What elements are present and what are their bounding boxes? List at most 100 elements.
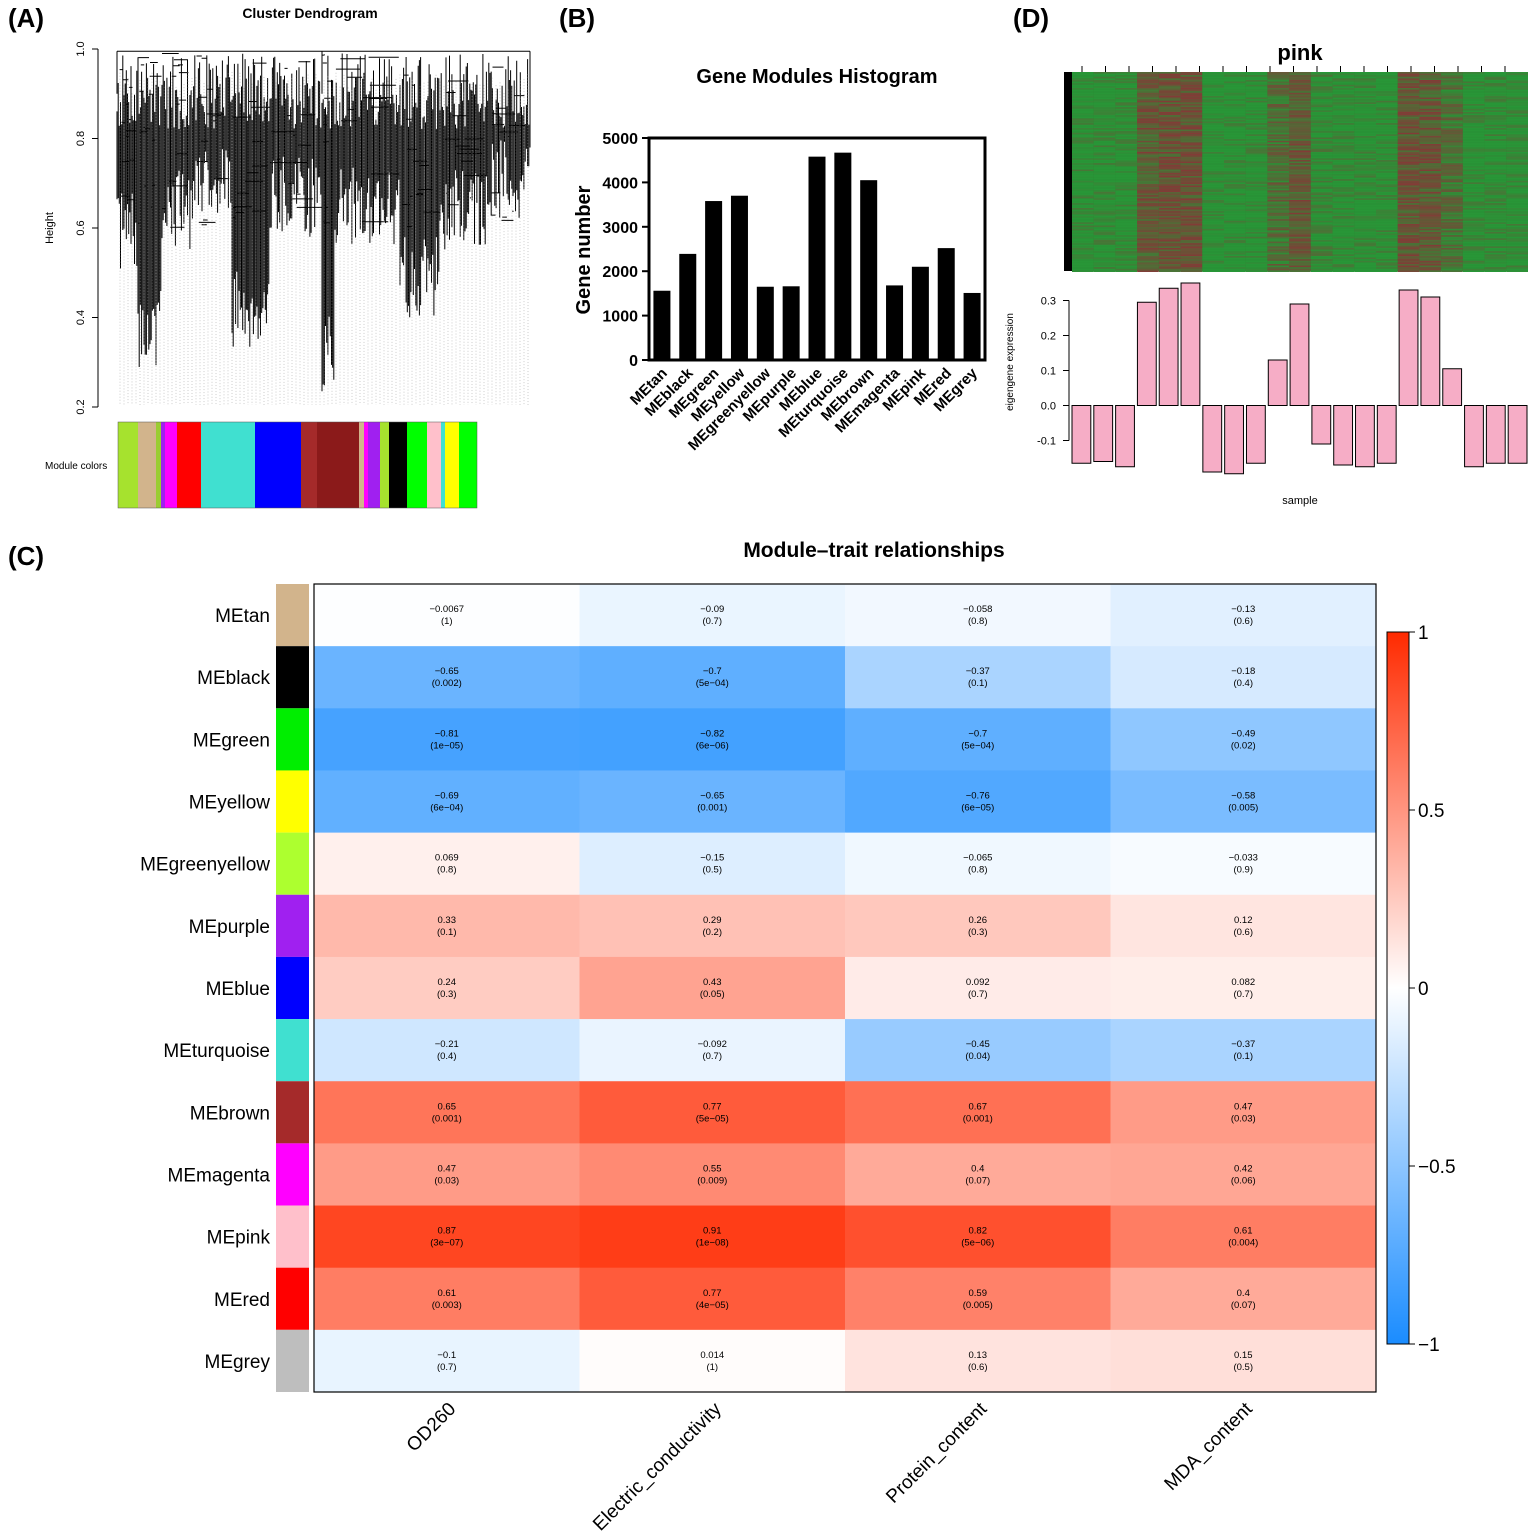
- module-color-segment: [445, 422, 459, 508]
- heatmap-cell-correlation: 0.082: [1231, 977, 1255, 988]
- histogram-bar: [679, 253, 697, 360]
- heatmap-cell: [579, 894, 846, 958]
- trait-column-label: OD260: [403, 1399, 460, 1456]
- heatmap-cell-pvalue: (0.03): [1231, 1113, 1256, 1124]
- heatmap-cell: [314, 708, 580, 771]
- heatmap-cell-correlation: −0.65: [700, 791, 724, 802]
- heatmap-cell-correlation: −0.1: [437, 1350, 456, 1361]
- heatmap-cell: [1110, 1019, 1377, 1082]
- heatmap-cell-pvalue: (0.009): [697, 1175, 727, 1186]
- heatmap-cell-correlation: 0.014: [700, 1350, 724, 1361]
- heatmap-cell-correlation: 0.59: [969, 1288, 988, 1299]
- histogram-bar: [756, 286, 774, 360]
- heatmap-cell: [314, 894, 580, 958]
- legend-colorbar: [1386, 631, 1410, 1345]
- module-color-swatch: [276, 832, 309, 895]
- heatmap-cell: [1110, 956, 1377, 1020]
- heatmap-cell-correlation: 0.77: [703, 1288, 722, 1299]
- heatmap-cell-correlation: −0.37: [1231, 1039, 1255, 1050]
- module-color-swatch: [276, 1329, 309, 1392]
- eigengene-bar: [1355, 405, 1375, 468]
- module-row-label: MEbrown: [190, 1103, 270, 1124]
- heatmap-cell: [579, 770, 846, 834]
- heatmap-cell-correlation: 0.13: [969, 1350, 988, 1361]
- heatmap-cell: [1110, 646, 1377, 709]
- histogram-ytick-label: 0: [629, 353, 638, 370]
- heatmap-cell-correlation: 0.47: [438, 1163, 457, 1174]
- heatmap-cell-pvalue: (0.7): [702, 1051, 722, 1062]
- heatmap-cell-pvalue: (0.7): [968, 989, 988, 1000]
- trait-column-label: MDA_content: [1161, 1398, 1258, 1495]
- heatmap-cell-pvalue: (5e−05): [696, 1113, 729, 1124]
- heatmap-cell-pvalue: (0.1): [1233, 1051, 1253, 1062]
- heatmap-cell-pvalue: (0.7): [437, 1362, 457, 1373]
- heatmap-cell-correlation: 0.67: [969, 1101, 988, 1112]
- heatmap-cell: [314, 1081, 580, 1144]
- heatmap-cell-pvalue: (0.001): [432, 1113, 462, 1124]
- module-row-label: MEyellow: [189, 793, 271, 814]
- panel-c-module-trait: Module–trait relationships MEtan −0.0067(…: [140, 539, 1455, 1535]
- heatmap-cell-correlation: 0.15: [1234, 1350, 1253, 1361]
- trait-column-label: Electric_conductivity: [589, 1398, 726, 1535]
- heatmap-cell-correlation: 0.33: [438, 915, 457, 926]
- heatmap-cell-correlation: −0.45: [966, 1039, 990, 1050]
- module-color-segment: [156, 422, 161, 508]
- eigengene-bar: [1420, 296, 1441, 406]
- dendrogram-ytick-label: 0.8: [75, 131, 87, 146]
- heatmap-cell-correlation: 0.4: [971, 1163, 984, 1174]
- eigengene-xlabel: sample: [1282, 495, 1317, 507]
- heatmap-left-strip: [1064, 72, 1072, 271]
- heatmap-cell-correlation: −0.69: [435, 791, 459, 802]
- heatmap-cell-pvalue: (0.2): [702, 927, 722, 938]
- heatmap-cell-pvalue: (0.005): [963, 1300, 993, 1311]
- module-color-segment: [380, 422, 389, 508]
- dendrogram-title: Cluster Dendrogram: [242, 5, 377, 21]
- heatmap-cell: [1110, 1205, 1377, 1269]
- module-row-label: MEmagenta: [168, 1165, 271, 1186]
- module-colors-bar: [117, 421, 478, 509]
- heatmap-cell-correlation: 0.26: [969, 915, 988, 926]
- legend-tick-label: −0.5: [1418, 1157, 1456, 1178]
- dendrogram-ylabel: Height: [44, 212, 56, 244]
- heatmap-cell-correlation: −0.15: [700, 853, 724, 864]
- histogram-bar: [653, 290, 671, 360]
- heatmap-cell-correlation: −0.65: [435, 666, 459, 677]
- heatmap-cell-pvalue: (0.3): [437, 989, 457, 1000]
- heatmap-cell-pvalue: (0.6): [1233, 616, 1253, 627]
- module-row-label: MEblack: [197, 668, 270, 689]
- module-color-segment: [364, 422, 368, 508]
- panel-b-histogram: Gene Modules Histogram Gene number 0 1000…: [573, 66, 987, 454]
- heatmap-cell-pvalue: (0.001): [697, 803, 727, 814]
- module-color-segment: [368, 422, 380, 508]
- heatmap-cell-correlation: 0.87: [438, 1226, 457, 1237]
- heatmap-cell-correlation: 0.092: [966, 977, 990, 988]
- heatmap-cell: [1110, 708, 1377, 771]
- module-row-label: MEpink: [207, 1228, 271, 1249]
- heatmap-cell-pvalue: (0.1): [437, 927, 457, 938]
- heatmap-cell: [579, 1143, 846, 1207]
- heatmap-cell: [845, 1081, 1111, 1144]
- heatmap-cell: [845, 832, 1111, 896]
- heatmap-cell-correlation: −0.065: [963, 853, 992, 864]
- heatmap-cell-pvalue: (0.002): [432, 678, 462, 689]
- eigengene-bar: [1485, 405, 1506, 464]
- heatmap-cell: [579, 956, 846, 1020]
- heatmap-cell-correlation: 0.91: [703, 1226, 722, 1237]
- eigengene-bar: [1245, 405, 1266, 464]
- heatmap-cell: [1110, 832, 1377, 896]
- heatmap-cell-correlation: −0.09: [700, 604, 724, 615]
- heatmap-cell-pvalue: (0.1): [968, 678, 988, 689]
- heatmap-cell: [314, 1205, 580, 1269]
- heatmap-cell-pvalue: (0.06): [1231, 1175, 1256, 1186]
- heatmap-cell: [845, 770, 1111, 834]
- panel-d-pink-module: pink -0.1 0.0 0.1 0.2 0.3 eigengene expressi…: [1005, 40, 1528, 507]
- histogram-bar: [782, 286, 800, 360]
- heatmap-cell: [845, 1143, 1111, 1207]
- histogram-bar: [808, 156, 826, 360]
- heatmap-cell-correlation: −0.37: [966, 666, 990, 677]
- heatmap-cell-correlation: 0.61: [438, 1288, 457, 1299]
- eigengene-bar: [1442, 368, 1463, 406]
- histogram-ytick-label: 4000: [602, 175, 638, 192]
- eigengene-bar: [1115, 405, 1135, 468]
- heatmap-cell: [845, 646, 1111, 709]
